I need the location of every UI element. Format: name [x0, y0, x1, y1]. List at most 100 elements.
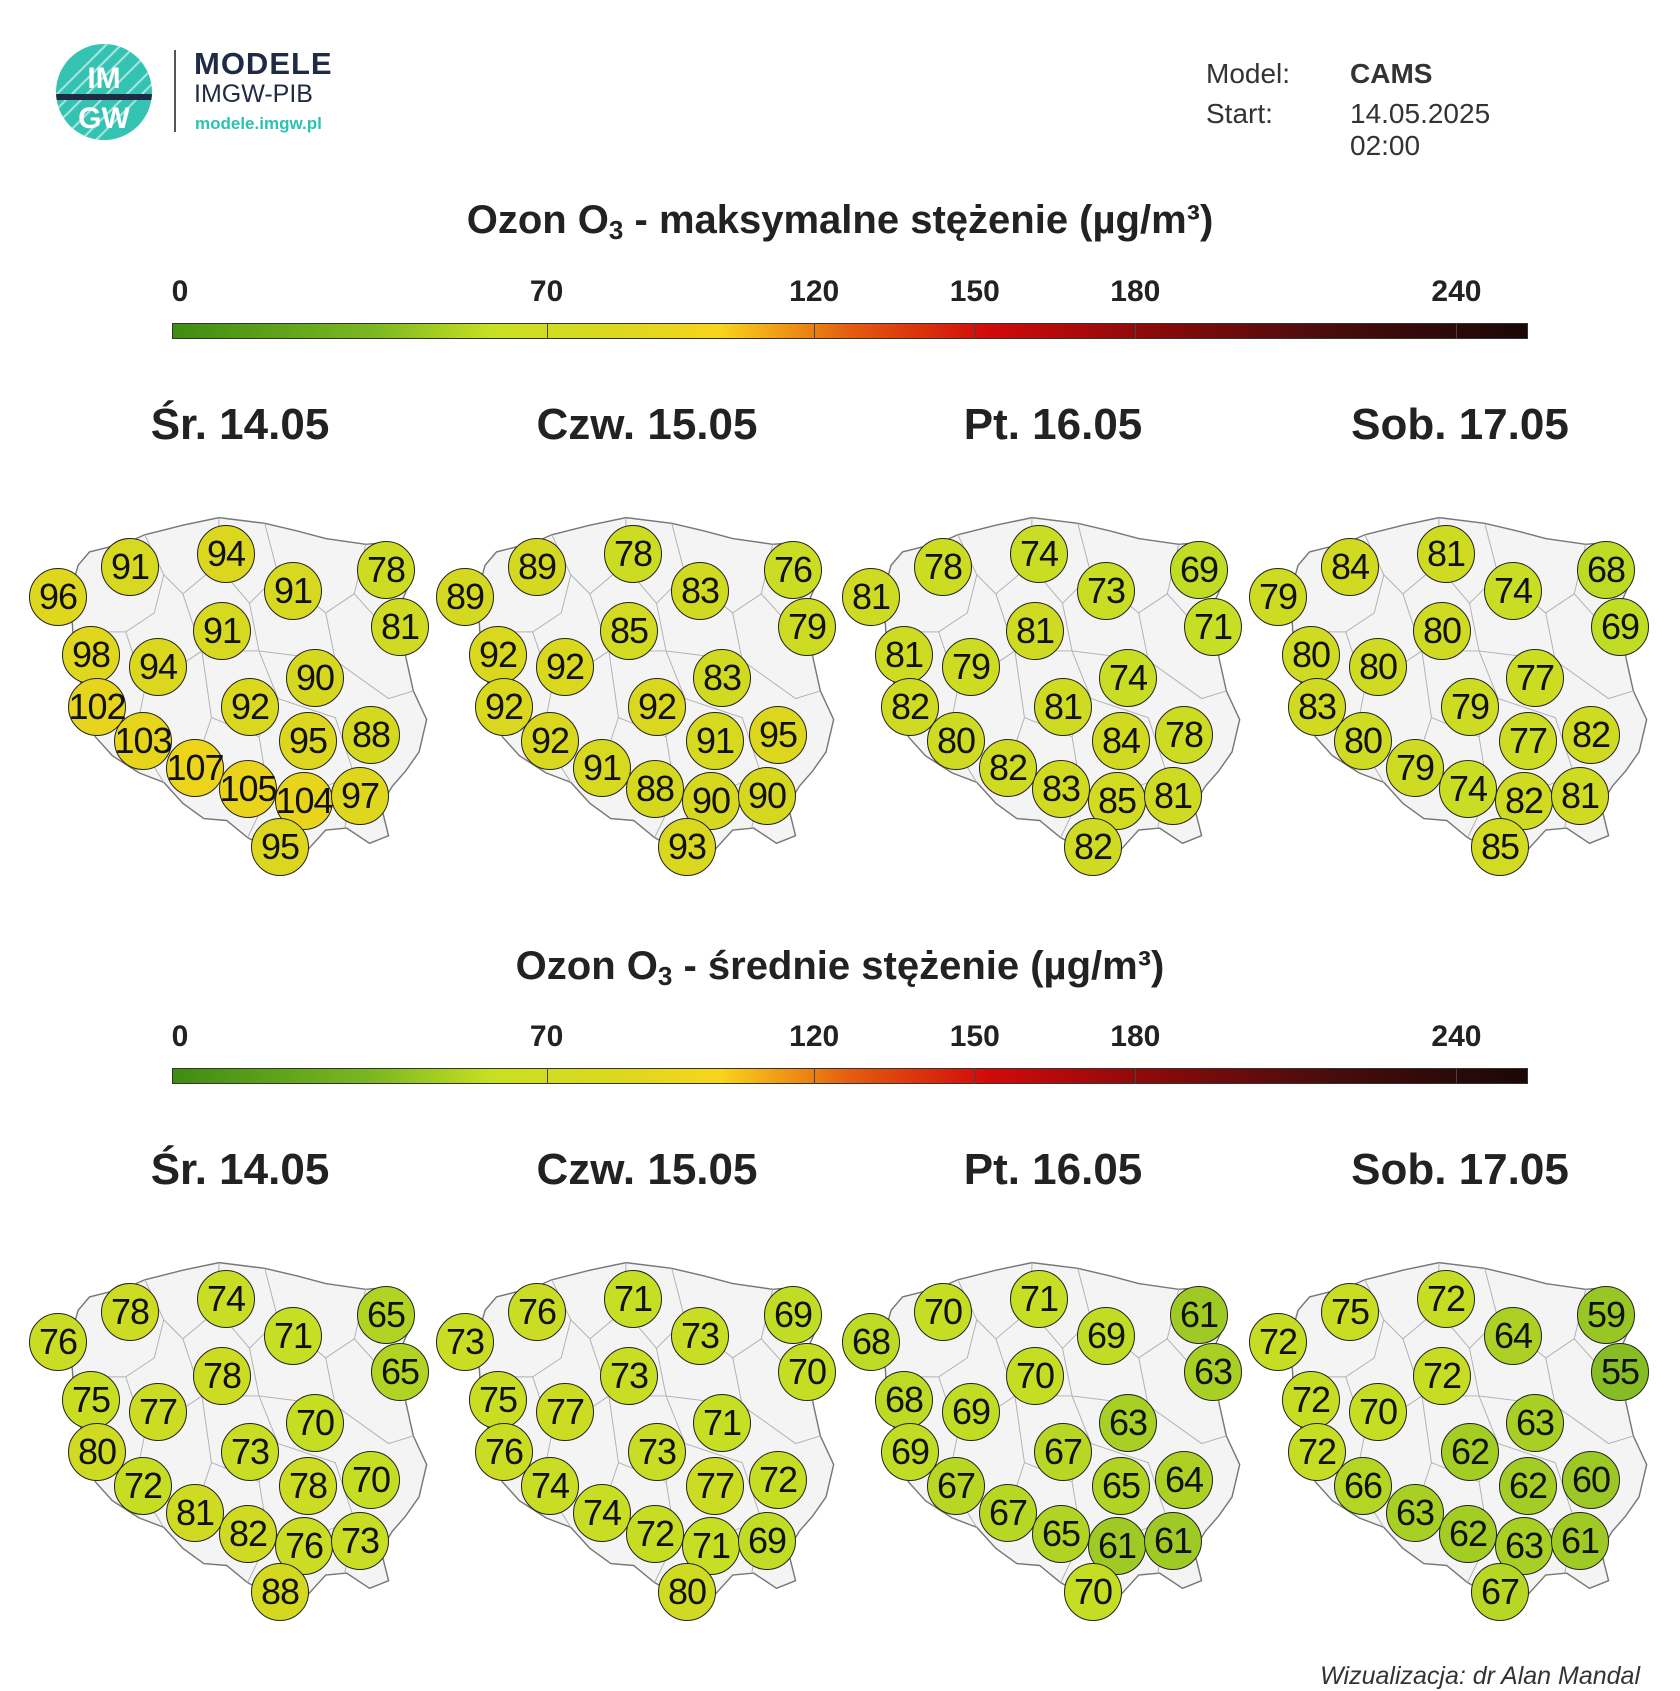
value-bubble: 74	[1099, 649, 1157, 707]
value-bubble: 68	[842, 1313, 900, 1371]
value-bubble: 82	[1064, 818, 1122, 876]
start-label: Start:	[1206, 98, 1273, 129]
credit-text: Wizualizacja: dr Alan Mandal	[1320, 1662, 1640, 1690]
value-bubble: 104	[275, 772, 334, 830]
scale-tick-label: 70	[529, 275, 564, 308]
value-bubble: 78	[101, 1283, 159, 1341]
value-bubble: 69	[764, 1286, 822, 1344]
value-bubble: 74	[1010, 525, 1068, 583]
value-bubble: 83	[1032, 760, 1090, 818]
value-bubble: 67	[1034, 1423, 1092, 1481]
value-bubble: 82	[1562, 706, 1620, 764]
value-bubble: 79	[942, 638, 1000, 696]
logo-subtitle: IMGW-PIB	[194, 80, 313, 108]
section-title-max: Ozon O3 - maksymalne stężenie (µg/m³)	[466, 198, 1214, 245]
color-scale-bar	[172, 323, 1528, 339]
value-bubble: 73	[628, 1423, 686, 1481]
region-border	[623, 523, 686, 605]
value-bubble: 74	[1439, 760, 1497, 818]
value-bubble: 72	[1417, 1270, 1475, 1328]
value-bubble: 96	[29, 568, 87, 626]
value-bubble: 78	[604, 525, 662, 583]
value-bubble: 82	[979, 739, 1037, 797]
map-panel: Pt. 16.05 68 70 71 69 61 63 70 68 69 63 69 67 67 65 64 6…	[842, 1145, 1263, 1621]
value-bubble: 105	[219, 760, 278, 818]
value-bubble: 69	[1077, 1307, 1135, 1365]
scale-tick-label: 150	[949, 275, 1000, 308]
value-bubble: 69	[738, 1512, 796, 1570]
value-bubble: 83	[671, 562, 729, 620]
section-title-mean: Ozon O3 - średnie stężenie (µg/m³)	[515, 944, 1165, 991]
value-bubble: 102	[68, 678, 127, 736]
value-bubble: 80	[1282, 626, 1340, 684]
value-bubble: 91	[101, 538, 159, 596]
value-bubble: 92	[475, 678, 533, 736]
value-bubble: 61	[1144, 1512, 1202, 1570]
value-bubble: 81	[842, 568, 900, 626]
value-bubble: 77	[1499, 712, 1557, 770]
value-bubble: 72	[1288, 1423, 1346, 1481]
value-bubble: 93	[658, 818, 716, 876]
day-title: Sob. 17.05	[1351, 400, 1569, 449]
value-bubble: 81	[875, 626, 933, 684]
map-panel: Śr. 14.05 96 91 94 91 78 81 91 98 94 90 102 92 103 95 8…	[29, 400, 450, 876]
value-bubble: 83	[1288, 678, 1346, 736]
value-bubble: 103	[114, 712, 173, 770]
value-bubble: 65	[357, 1286, 415, 1344]
value-bubble: 68	[1577, 541, 1635, 599]
value-bubble: 69	[881, 1423, 939, 1481]
value-bubble: 89	[436, 568, 494, 626]
value-bubble: 76	[275, 1517, 333, 1575]
scale-tick-label: 120	[789, 1020, 840, 1053]
value-bubble: 61	[1551, 1512, 1609, 1570]
scale-tick-label: 0	[171, 1020, 189, 1053]
value-bubble: 82	[219, 1505, 277, 1563]
value-bubble: 71	[1010, 1270, 1068, 1328]
color-scale-max: 0 70 120 150 180 240	[172, 275, 1528, 339]
value-bubble: 64	[1484, 1307, 1542, 1365]
value-bubble: 81	[371, 598, 429, 656]
imgw-logo: IM GW MODELE IMGW-PIB modele.imgw.pl	[54, 42, 374, 142]
value-bubble: 92	[628, 678, 686, 736]
color-scale-mean: 0 70 120 150 180 240	[171, 1020, 1528, 1084]
value-bubble: 67	[927, 1457, 985, 1515]
value-bubble: 80	[1349, 638, 1407, 696]
value-bubble: 69	[1170, 541, 1228, 599]
region-border	[216, 523, 279, 605]
value-bubble: 63	[1099, 1394, 1157, 1452]
value-bubble: 78	[357, 541, 415, 599]
value-bubble: 81	[1034, 678, 1092, 736]
value-bubble: 79	[1441, 678, 1499, 736]
scale-tick-label: 150	[949, 1020, 1000, 1053]
value-bubble: 95	[251, 818, 309, 876]
value-bubble: 63	[1495, 1517, 1553, 1575]
value-bubble: 76	[764, 541, 822, 599]
value-bubble: 78	[193, 1347, 251, 1405]
value-bubble: 81	[1144, 767, 1202, 825]
value-bubble: 76	[508, 1283, 566, 1341]
value-bubble: 84	[1321, 538, 1379, 596]
value-bubble: 55	[1591, 1343, 1649, 1401]
value-bubble: 94	[197, 525, 255, 583]
logo-title: MODELE	[194, 46, 333, 81]
value-bubble: 77	[1506, 649, 1564, 707]
value-bubble: 59	[1577, 1286, 1635, 1344]
value-bubble: 80	[927, 712, 985, 770]
value-bubble: 68	[875, 1371, 933, 1429]
start-value: 14.05.2025 02:00	[1350, 98, 1491, 161]
value-bubble: 63	[1184, 1343, 1242, 1401]
value-bubble: 74	[197, 1270, 255, 1328]
imgw-logo-icon: IM GW	[56, 44, 152, 140]
day-title: Śr. 14.05	[150, 400, 330, 449]
value-bubble: 88	[251, 1563, 309, 1621]
value-bubble: 77	[686, 1457, 744, 1515]
region-border	[1029, 1268, 1092, 1350]
value-bubble: 91	[264, 562, 322, 620]
region-border	[1029, 523, 1092, 605]
value-bubble: 73	[1077, 562, 1135, 620]
value-bubble: 67	[1471, 1563, 1529, 1621]
region-border	[1436, 1268, 1499, 1350]
logo-url[interactable]: modele.imgw.pl	[195, 114, 322, 133]
map-panel: Sob. 17.05 72 75 72 64 59 55 72 72 70 63 72 62 66 62 60…	[1249, 1145, 1670, 1621]
value-bubble: 91	[573, 739, 631, 797]
